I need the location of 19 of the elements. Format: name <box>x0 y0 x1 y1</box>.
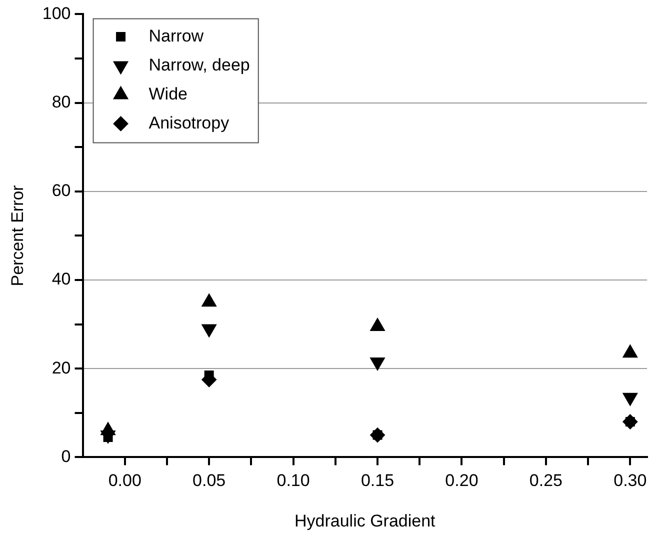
y-axis-title: Percent Error <box>8 184 27 286</box>
y-tick-label: 40 <box>52 270 71 289</box>
y-tick-label: 100 <box>42 4 71 23</box>
x-tick-label: 0.30 <box>614 471 647 490</box>
legend-label: Narrow <box>148 26 204 46</box>
y-tick-label: 0 <box>61 446 71 466</box>
x-tick-label: 0.00 <box>108 471 142 490</box>
legend-label: Narrow, deep <box>148 55 250 74</box>
x-tick-label: 0.10 <box>276 471 310 490</box>
x-tick-label: 0.25 <box>529 471 562 490</box>
y-tick-label: 60 <box>52 181 71 200</box>
legend-label: Anisotropy <box>148 113 230 132</box>
x-tick-label: 0.15 <box>360 471 394 490</box>
y-tick-label: 80 <box>52 92 71 112</box>
x-tick-label: 0.05 <box>192 471 226 490</box>
x-tick-label: 0.20 <box>445 471 478 490</box>
y-tick-label: 20 <box>52 358 71 378</box>
legend-label: Wide <box>148 84 188 104</box>
x-axis-title: Hydraulic Gradient <box>294 511 436 530</box>
